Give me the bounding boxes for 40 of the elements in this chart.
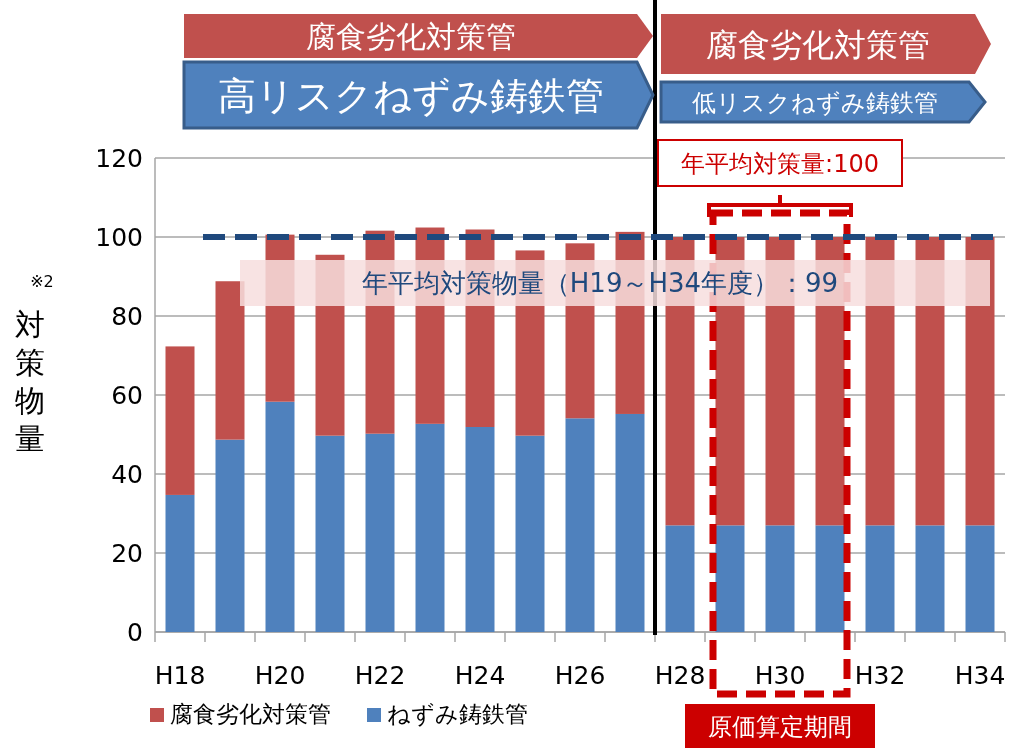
bar — [465, 427, 495, 632]
y-tick-label: 40 — [111, 460, 143, 489]
x-tick-label: H30 — [754, 661, 806, 690]
y-tick-label: 60 — [111, 381, 143, 410]
legend-label: ねずみ鋳鉄管 — [387, 701, 528, 727]
x-tick-label: H22 — [354, 661, 406, 690]
y-tick-label: 120 — [95, 144, 143, 173]
x-tick-label: H26 — [554, 661, 606, 690]
bar — [165, 494, 195, 632]
bar — [265, 401, 295, 632]
y-tick-label: 0 — [127, 618, 143, 647]
bar — [865, 525, 895, 632]
bar — [415, 423, 445, 632]
bar — [965, 525, 995, 632]
bar — [815, 525, 845, 632]
bar — [215, 281, 245, 440]
x-tick-label: H24 — [454, 661, 506, 690]
bar — [615, 413, 645, 632]
bar — [315, 435, 345, 632]
bar — [365, 433, 395, 632]
bar — [515, 435, 545, 632]
x-tick-label: H28 — [654, 661, 706, 690]
x-tick-label: H20 — [254, 661, 306, 690]
text: ※2 — [30, 272, 54, 291]
legend-label: 腐食劣化対策管 — [170, 701, 331, 727]
annotation: 年平均対策量:100 — [681, 150, 879, 178]
bar — [165, 346, 195, 495]
bar — [565, 418, 595, 632]
x-tick-label: H18 — [154, 661, 206, 690]
x-tick-label: H32 — [854, 661, 906, 690]
bar — [715, 525, 745, 632]
y-tick-label: 20 — [111, 539, 143, 568]
bar — [765, 525, 795, 632]
x-tick-label: H34 — [954, 661, 1006, 690]
ylabel: 対策物量 — [15, 307, 45, 456]
bar — [915, 525, 945, 632]
y-tick-label: 100 — [95, 223, 143, 252]
y-tick-label: 80 — [111, 302, 143, 331]
bar — [215, 439, 245, 632]
bar — [665, 525, 695, 632]
